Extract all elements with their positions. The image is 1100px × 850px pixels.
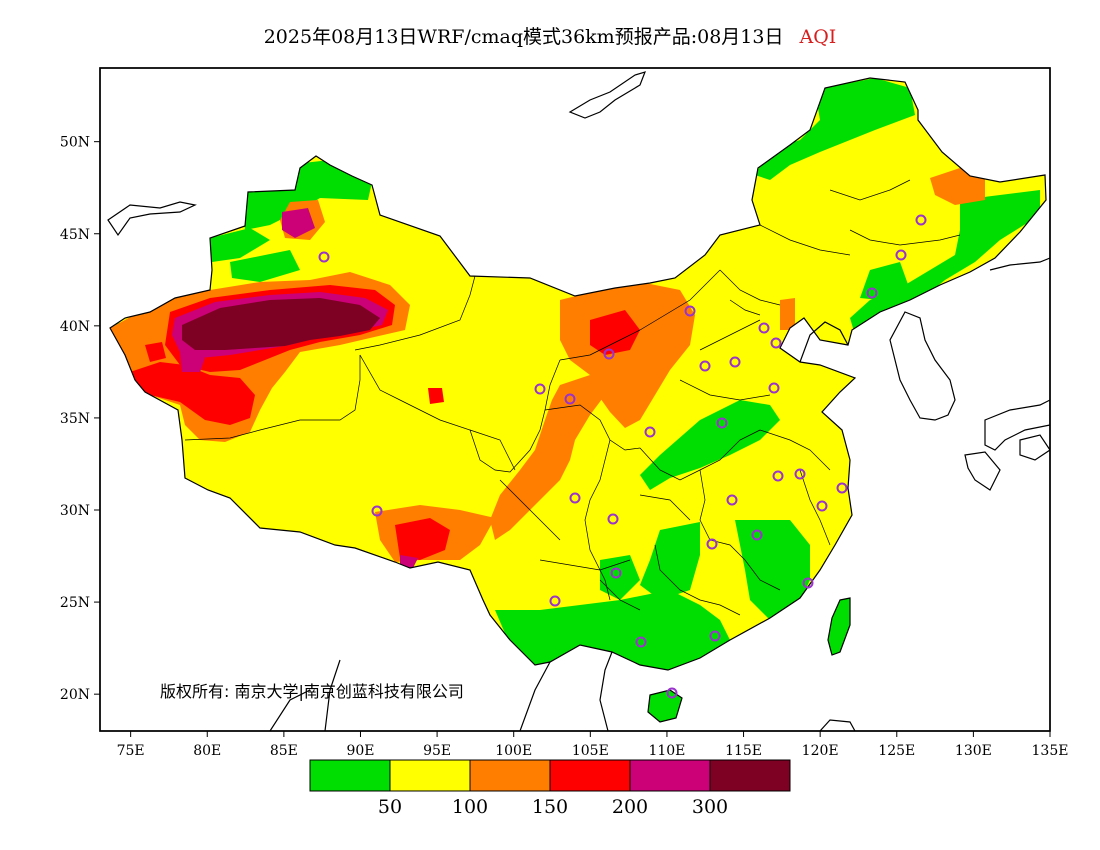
colorbar-label: 150 <box>532 796 568 818</box>
aqi-colorbar: 50 100 150 200 300 <box>309 759 791 818</box>
colorbar-label: 50 <box>378 796 402 818</box>
x-tick-label: 115E <box>725 743 762 759</box>
map-title: 2025年08月13日WRF/cmaq模式36km预报产品:08月13日 AQI <box>0 22 1100 49</box>
colorbar-swatch <box>469 759 551 792</box>
aqi-hazardous-regions <box>182 298 380 350</box>
x-tick-label: 80E <box>193 743 221 759</box>
x-tick-label: 125E <box>878 743 915 759</box>
y-tick-label: 45N <box>60 227 90 243</box>
y-tick-label: 40N <box>60 319 90 335</box>
y-tick-label: 25N <box>60 595 90 611</box>
colorbar-label: 300 <box>692 796 728 818</box>
y-tick-label: 20N <box>60 687 90 703</box>
y-tick-label: 35N <box>60 411 90 427</box>
x-tick-label: 100E <box>495 743 532 759</box>
x-tick-label: 75E <box>117 743 145 759</box>
y-axis-ticks: 50N 45N 40N 35N 30N 25N 20N <box>60 135 100 703</box>
station-markers <box>318 214 927 699</box>
colorbar-swatch <box>629 759 711 792</box>
x-tick-label: 90E <box>346 743 374 759</box>
copyright-text: 版权所有: 南京大学|南京创蓝科技有限公司 <box>160 682 464 701</box>
x-axis-ticks: 75E 80E 85E 90E 95E 100E 105E 110E 115E 120E 125E 1… <box>117 731 1069 759</box>
y-tick-label: 30N <box>60 503 90 519</box>
title-variable: AQI <box>799 26 837 48</box>
colorbar-swatch <box>389 759 471 792</box>
x-tick-label: 105E <box>572 743 609 759</box>
x-tick-label: 130E <box>955 743 992 759</box>
colorbar-swatch <box>549 759 631 792</box>
country-borders <box>107 71 1050 731</box>
title-text: 2025年08月13日WRF/cmaq模式36km预报产品:08月13日 <box>263 26 784 48</box>
x-tick-label: 120E <box>802 743 839 759</box>
colorbar-label: 100 <box>452 796 488 818</box>
colorbar-swatch <box>309 759 391 792</box>
x-tick-label: 135E <box>1032 743 1069 759</box>
x-tick-label: 110E <box>648 743 685 759</box>
x-tick-label: 95E <box>423 743 451 759</box>
x-tick-label: 85E <box>270 743 298 759</box>
colorbar-swatch <box>709 759 791 792</box>
y-tick-label: 50N <box>60 135 90 151</box>
province-boundaries <box>184 179 961 616</box>
map-border <box>99 67 1051 732</box>
colorbar-label: 200 <box>612 796 648 818</box>
